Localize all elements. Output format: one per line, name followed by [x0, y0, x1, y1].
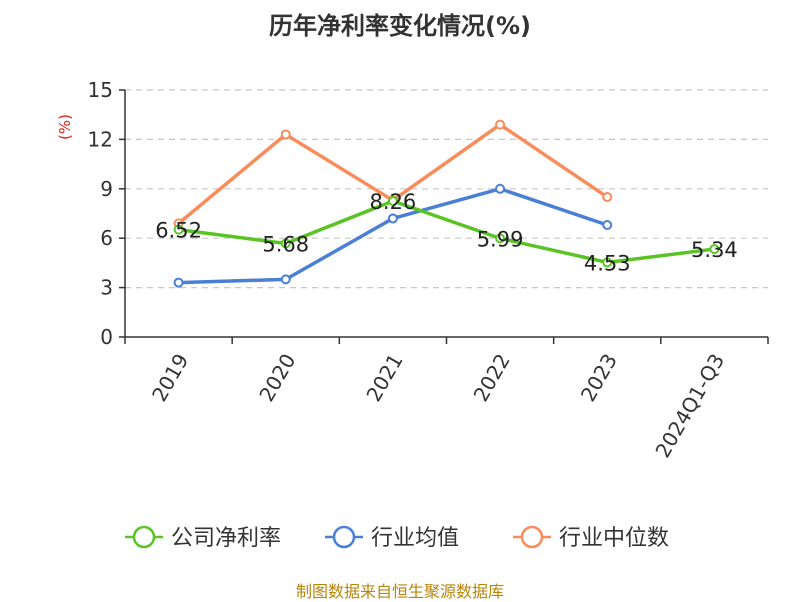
source-note: 制图数据来自恒生聚源数据库 — [295, 582, 504, 601]
y-axis-ticks: 0 3 6 9 12 15 — [88, 78, 125, 349]
y-tick-label: 9 — [100, 177, 113, 201]
data-label: 5.99 — [477, 227, 524, 251]
data-point — [280, 274, 291, 285]
legend-marker — [520, 525, 544, 549]
chart-title: 历年净利率变化情况(%) — [269, 12, 531, 40]
data-point — [495, 119, 506, 130]
data-point — [602, 220, 613, 231]
data-label: 4.53 — [584, 251, 631, 275]
data-point — [173, 277, 184, 288]
x-tick-label: 2022 — [469, 350, 515, 406]
data-label: 5.68 — [262, 232, 309, 256]
gridlines — [125, 89, 768, 289]
x-tick-label: 2024Q1-Q3 — [650, 350, 729, 462]
y-tick-label: 15 — [88, 78, 113, 102]
x-axis-ticks: 2019 2020 2021 2022 2023 2024Q1-Q3 — [124, 337, 769, 462]
axes — [124, 90, 768, 338]
data-label: 8.26 — [370, 190, 417, 214]
legend-label: 行业中位数 — [559, 526, 669, 551]
legend-marker — [132, 525, 156, 549]
x-tick-label: 2021 — [361, 350, 407, 406]
x-tick-label: 2019 — [147, 350, 193, 406]
legend-label: 公司净利率 — [171, 526, 281, 551]
data-point — [280, 238, 291, 249]
data-labels: 6.52 5.68 8.26 5.99 4.53 5.34 — [155, 190, 738, 275]
data-point — [495, 233, 506, 244]
y-axis-unit-label: (%) — [56, 114, 74, 140]
data-point — [387, 195, 398, 206]
data-point — [387, 213, 398, 224]
y-tick-label: 0 — [100, 325, 113, 349]
data-point — [602, 257, 613, 268]
data-label: 6.52 — [155, 219, 202, 243]
y-tick-label: 12 — [88, 127, 113, 151]
series-lines — [173, 119, 720, 288]
data-point — [280, 129, 291, 140]
y-tick-label: 6 — [100, 226, 113, 250]
data-point — [495, 183, 506, 194]
x-tick-label: 2023 — [576, 350, 622, 406]
y-tick-label: 3 — [100, 276, 113, 300]
legend-marker — [332, 525, 356, 549]
data-point — [602, 192, 613, 203]
data-point — [709, 244, 720, 255]
legend-label: 行业均值 — [371, 526, 459, 551]
series-line — [178, 199, 715, 265]
data-point — [173, 224, 184, 235]
x-tick-label: 2020 — [254, 350, 300, 406]
data-label: 5.34 — [691, 238, 738, 262]
legend: 公司净利率 行业均值 行业中位数 — [125, 525, 669, 551]
